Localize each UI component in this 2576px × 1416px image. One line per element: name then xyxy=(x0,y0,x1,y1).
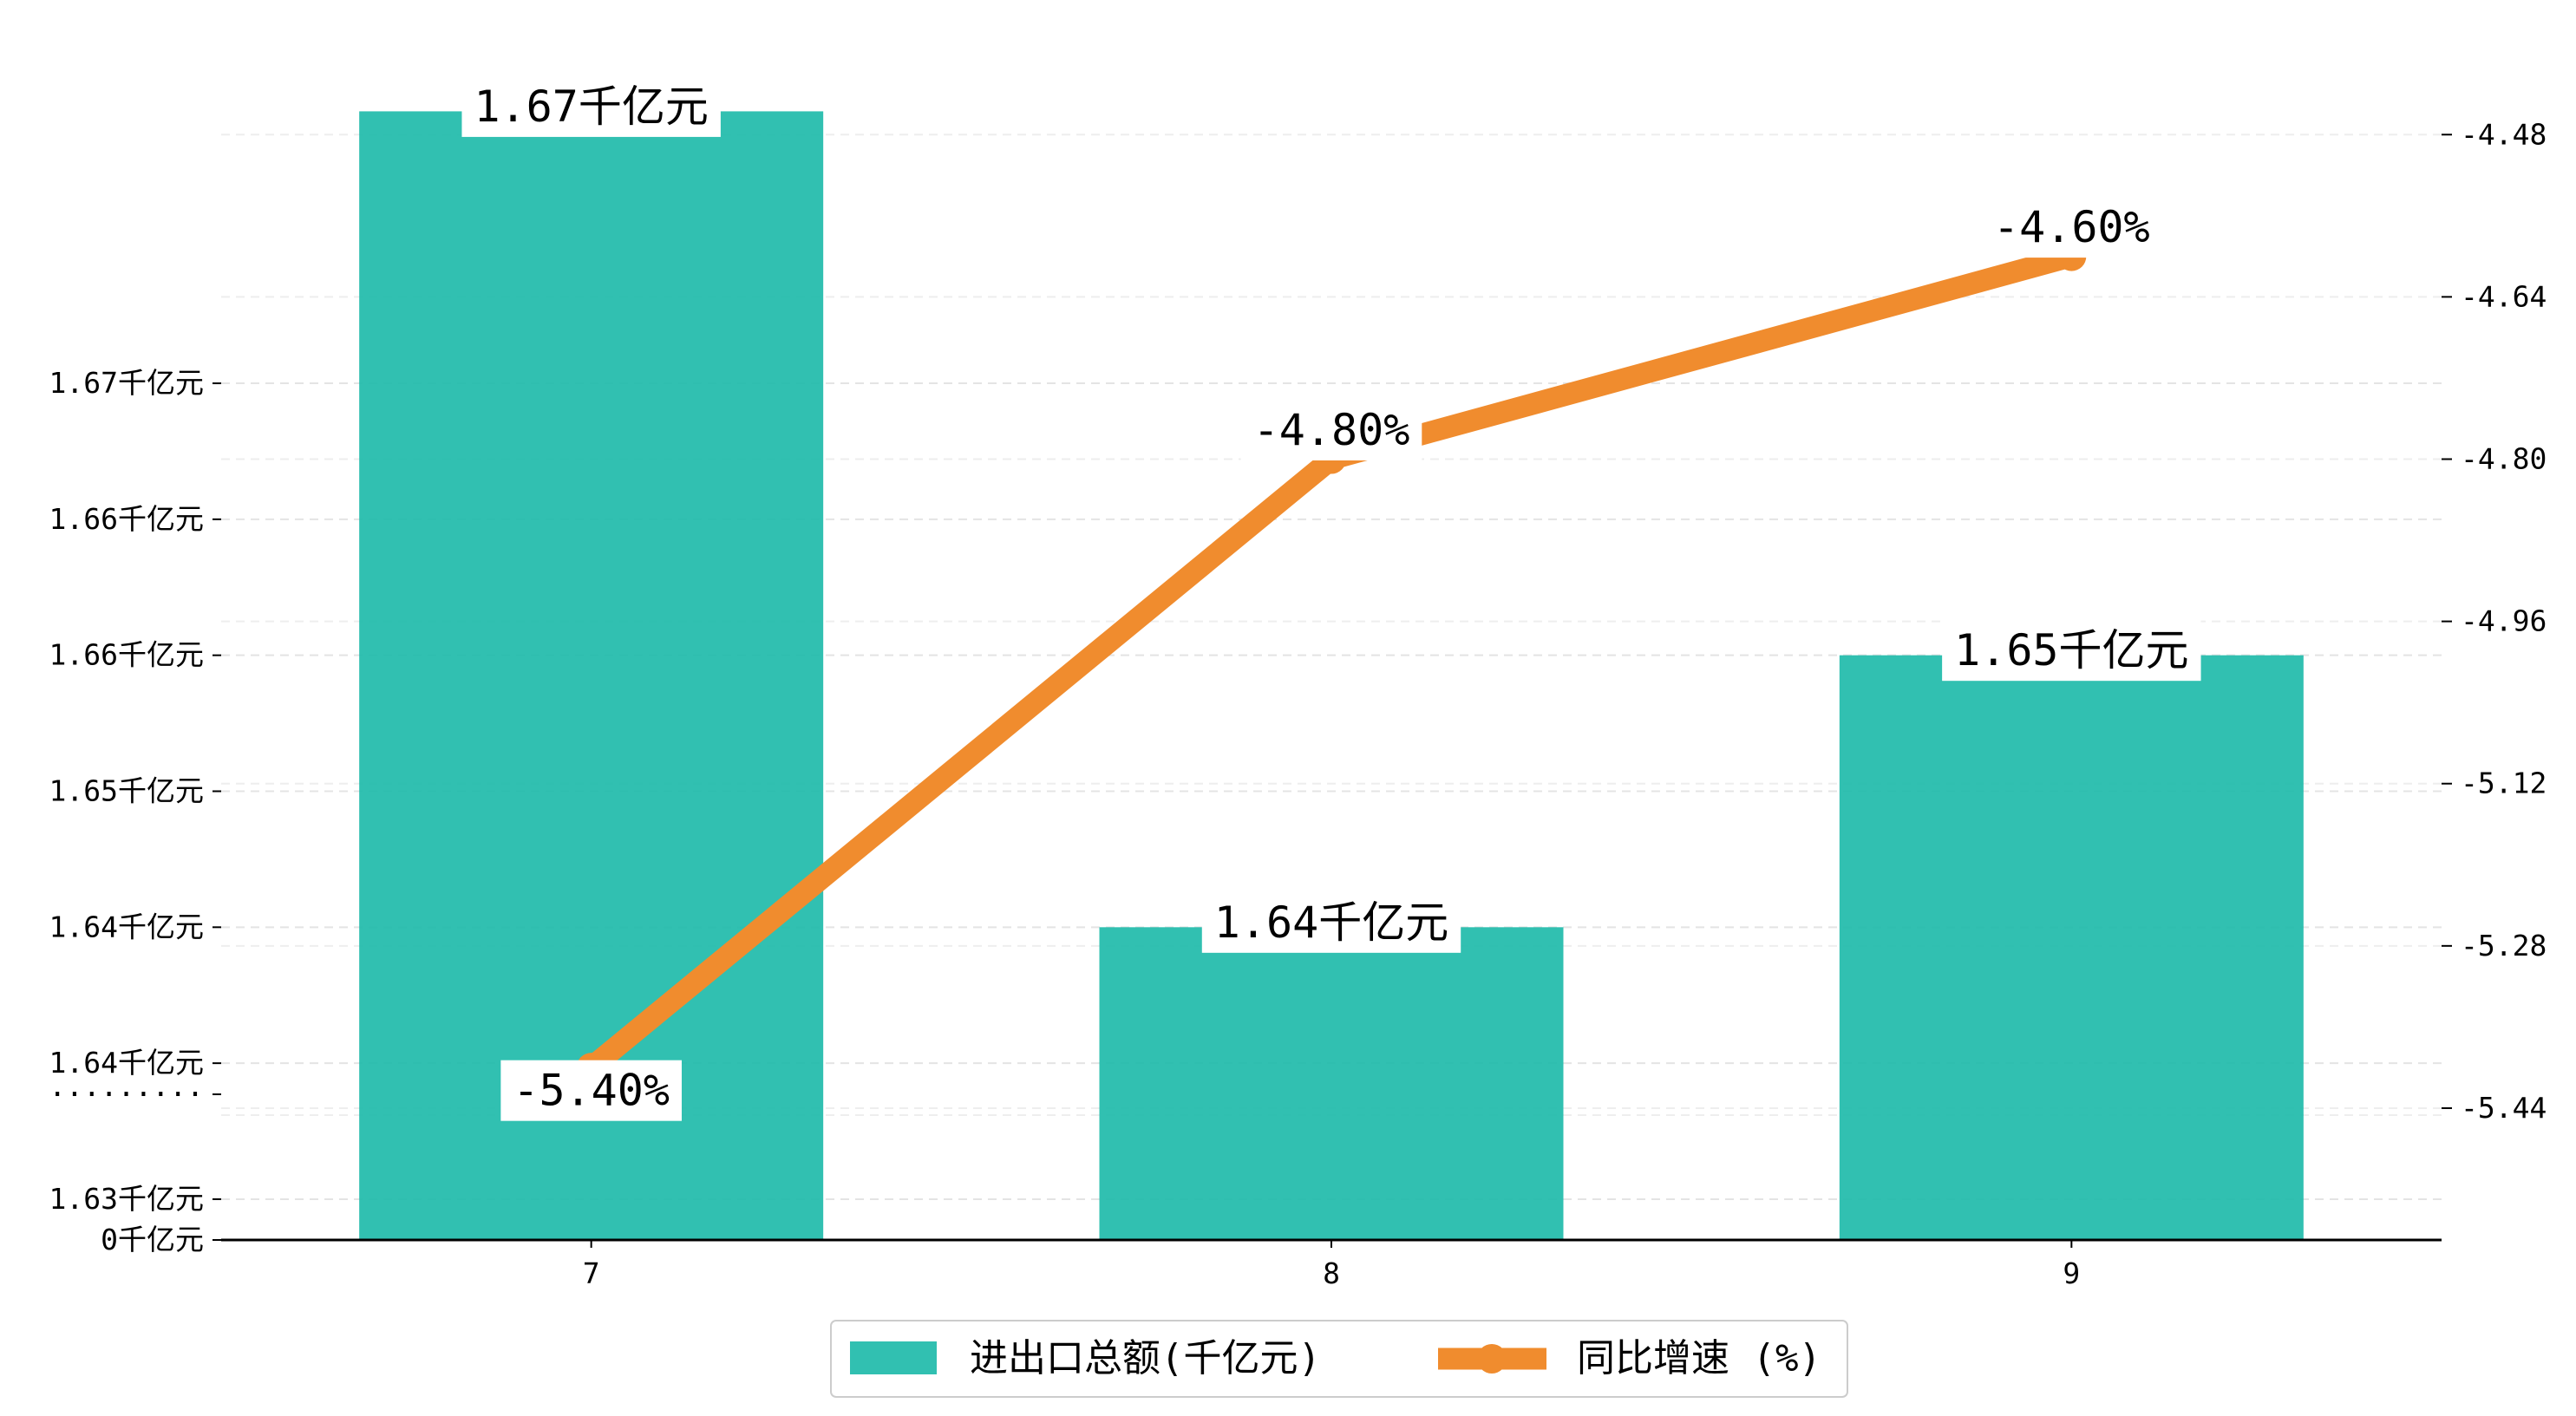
bar xyxy=(1099,927,1564,1240)
axes: 7 8 9 1.63千亿元 1.64千亿元 1.64千亿元 1.65千亿元 1.66千亿元 1.… xyxy=(49,117,2547,1290)
y-tick-label: ········· xyxy=(49,1077,204,1111)
data-label: -4.60% xyxy=(1993,202,2150,252)
data-label-box xyxy=(500,1060,682,1121)
legend-swatch-marker xyxy=(1477,1344,1507,1374)
bar-value-label: 1.65千亿元 xyxy=(1942,620,2201,682)
x-tick-label: 8 xyxy=(1323,1256,1340,1290)
y-tick-label: 1.64千亿元 xyxy=(49,910,204,943)
y2-tick-label: -4.64 xyxy=(2461,279,2547,313)
y2-tick-label: -4.48 xyxy=(2461,117,2547,151)
data-label: 1.65千亿元 xyxy=(1954,625,2188,675)
data-label-box xyxy=(1981,197,2162,258)
bar-series xyxy=(359,111,2304,1241)
y-tick-label: 1.63千亿元 xyxy=(49,1182,204,1216)
bar xyxy=(1839,655,2304,1240)
legend-swatch-bar xyxy=(850,1341,937,1374)
y-tick-label: 1.66千亿元 xyxy=(49,502,204,536)
legend-label: 进出口总额(千亿元) xyxy=(970,1336,1321,1380)
data-label-box xyxy=(1240,399,1422,460)
y2-tick-label: -4.80 xyxy=(2461,441,2547,475)
line-value-label: -4.60% xyxy=(1981,197,2162,258)
y-tick-label: 1.64千亿元 xyxy=(49,1046,204,1080)
legend-box xyxy=(830,1320,1848,1398)
legend: 进出口总额(千亿元) 同比增速 (%) xyxy=(830,1320,1848,1398)
data-label: -4.80% xyxy=(1253,405,1410,455)
x-tick-label: 7 xyxy=(583,1256,600,1290)
data-label: 1.64千亿元 xyxy=(1214,897,1448,948)
data-label: -5.40% xyxy=(513,1066,670,1116)
y2-tick-label: -5.44 xyxy=(2461,1091,2547,1125)
data-label-box xyxy=(1942,620,2201,682)
bar-value-label: 1.64千亿元 xyxy=(1201,891,1461,953)
bar xyxy=(359,111,824,1241)
legend-label: 同比增速 (%) xyxy=(1577,1336,1821,1380)
data-label-box xyxy=(1201,891,1461,953)
y-tick-label: 1.67千亿元 xyxy=(49,366,204,400)
data-labels: 1.67千亿元 1.64千亿元 1.65千亿元 -5.40% -4.80% -4.60% xyxy=(461,75,2201,1121)
data-label: 1.67千亿元 xyxy=(474,82,708,132)
y-tick-label: 1.66千亿元 xyxy=(49,638,204,672)
line-value-label: -4.80% xyxy=(1240,399,1422,460)
y-tick-label: 1.65千亿元 xyxy=(49,774,204,808)
y2-tick-label: -4.96 xyxy=(2461,604,2547,638)
bar-value-label: 1.67千亿元 xyxy=(461,75,721,137)
y2-tick-label: -5.12 xyxy=(2461,767,2547,800)
x-tick-label: 9 xyxy=(2063,1256,2080,1290)
data-label-box xyxy=(461,75,721,137)
line-value-label: -5.40% xyxy=(500,1060,682,1121)
y-tick-label: 0千亿元 xyxy=(101,1223,204,1256)
y2-tick-label: -5.28 xyxy=(2461,929,2547,962)
